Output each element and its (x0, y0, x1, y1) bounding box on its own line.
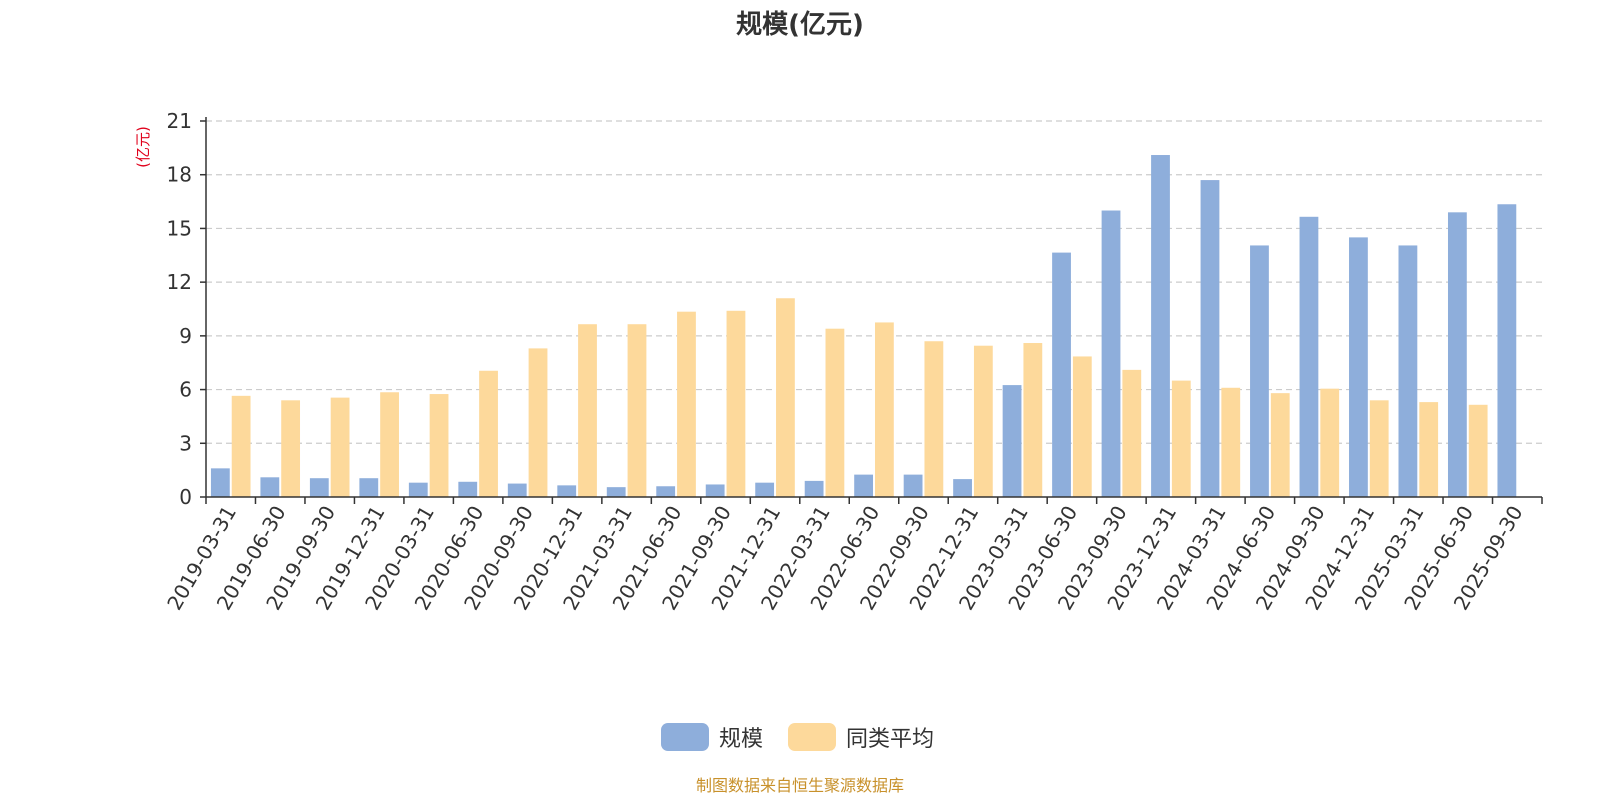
bar-peer-average[interactable] (1468, 404, 1488, 497)
bars (210, 155, 1517, 498)
bar-peer-average[interactable] (578, 324, 597, 497)
y-tick-label: 9 (179, 324, 192, 348)
axes (200, 117, 1543, 504)
bar-scale[interactable] (1349, 237, 1368, 497)
bar-peer-average[interactable] (726, 310, 746, 497)
bar-scale[interactable] (804, 480, 824, 497)
bar-scale[interactable] (903, 474, 923, 497)
legend: 规模 同类平均 (661, 723, 934, 752)
y-tick-label: 21 (167, 109, 192, 133)
y-tick-label: 6 (179, 378, 192, 402)
y-tick-label: 15 (167, 216, 192, 240)
bar-scale[interactable] (1398, 245, 1418, 497)
bar-peer-average[interactable] (231, 395, 251, 497)
bar-peer-average[interactable] (1320, 388, 1340, 497)
y-tick-label: 12 (167, 270, 192, 294)
bar-scale[interactable] (854, 474, 874, 497)
bar-scale[interactable] (755, 482, 775, 497)
bar-scale[interactable] (1002, 385, 1022, 497)
legend-label-peer-average: 同类平均 (846, 727, 934, 752)
bar-peer-average[interactable] (1171, 380, 1191, 497)
bar-peer-average[interactable] (528, 348, 548, 497)
bar-peer-average[interactable] (1369, 400, 1389, 497)
y-tick-label: 0 (179, 485, 192, 509)
bar-scale[interactable] (1299, 216, 1319, 498)
bar-scale[interactable] (1497, 204, 1517, 497)
y-tick-label: 3 (179, 431, 192, 455)
bar-peer-average[interactable] (380, 392, 399, 497)
data-source-note: 制图数据来自恒生聚源数据库 (696, 776, 904, 795)
bar-scale[interactable] (309, 478, 329, 497)
bar-peer-average[interactable] (677, 311, 696, 497)
bar-peer-average[interactable] (281, 400, 301, 497)
bar-peer-average[interactable] (1072, 356, 1092, 497)
y-tick-labels: 0 3 6 9 12 15 18 21 (167, 109, 192, 509)
bar-peer-average[interactable] (1221, 387, 1241, 497)
bar-peer-average[interactable] (479, 370, 498, 497)
bar-peer-average[interactable] (1270, 393, 1290, 497)
y-axis-unit-label: (亿元) (134, 126, 152, 168)
bar-scale[interactable] (1200, 180, 1220, 498)
bar-scale[interactable] (557, 485, 577, 497)
bar-scale[interactable] (408, 482, 428, 497)
bar-scale[interactable] (606, 487, 626, 497)
bar-scale[interactable] (705, 484, 725, 497)
bar-peer-average[interactable] (1419, 402, 1439, 497)
bar-scale[interactable] (1151, 155, 1170, 497)
legend-swatch-peer-average[interactable] (788, 723, 836, 751)
bar-scale[interactable] (260, 477, 280, 497)
bar-scale[interactable] (458, 481, 478, 497)
bar-scale[interactable] (210, 468, 230, 497)
bar-peer-average[interactable] (1023, 343, 1043, 497)
legend-swatch-scale[interactable] (661, 723, 709, 751)
chart-title: 规模(亿元) (736, 10, 864, 40)
bar-peer-average[interactable] (627, 324, 647, 497)
legend-label-scale: 规模 (719, 727, 763, 752)
bar-scale[interactable] (507, 483, 527, 497)
bar-peer-average[interactable] (874, 322, 894, 497)
bar-peer-average[interactable] (429, 394, 449, 497)
bar-peer-average[interactable] (1122, 369, 1142, 497)
y-tick-label: 18 (167, 163, 192, 187)
grid-lines (206, 120, 1542, 444)
bar-scale[interactable] (1447, 212, 1467, 498)
bar-scale[interactable] (656, 486, 676, 497)
bar-scale[interactable] (1101, 210, 1121, 497)
bar-scale[interactable] (1250, 245, 1269, 497)
bar-peer-average[interactable] (973, 345, 993, 497)
bar-scale[interactable] (1052, 252, 1071, 497)
bar-peer-average[interactable] (924, 341, 944, 497)
bar-peer-average[interactable] (776, 298, 795, 497)
x-tick-labels: 2019-03-312019-06-302019-09-302019-12-31… (162, 502, 1527, 615)
bar-scale[interactable] (359, 478, 379, 497)
bar-peer-average[interactable] (825, 328, 845, 497)
bar-peer-average[interactable] (330, 397, 350, 497)
bar-scale[interactable] (953, 479, 972, 497)
